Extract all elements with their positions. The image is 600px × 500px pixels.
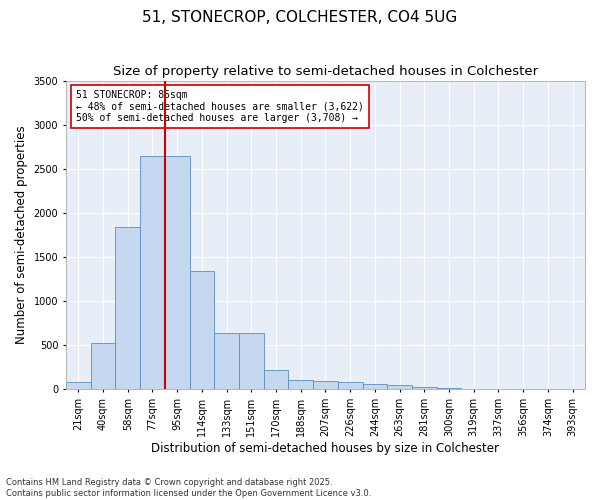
Text: Contains HM Land Registry data © Crown copyright and database right 2025.
Contai: Contains HM Land Registry data © Crown c…	[6, 478, 371, 498]
Bar	[362, 384, 387, 390]
Bar	[115, 227, 140, 390]
Bar	[165, 156, 190, 390]
Bar	[387, 386, 412, 390]
Bar	[338, 382, 362, 390]
Bar	[437, 388, 461, 390]
Bar	[412, 387, 437, 390]
Bar	[91, 342, 115, 390]
Bar	[486, 389, 511, 390]
Bar	[313, 380, 338, 390]
Bar	[190, 271, 214, 390]
X-axis label: Distribution of semi-detached houses by size in Colchester: Distribution of semi-detached houses by …	[151, 442, 499, 455]
Bar	[214, 333, 239, 390]
Bar	[289, 380, 313, 390]
Title: Size of property relative to semi-detached houses in Colchester: Size of property relative to semi-detach…	[113, 65, 538, 78]
Y-axis label: Number of semi-detached properties: Number of semi-detached properties	[15, 126, 28, 344]
Bar	[263, 370, 289, 390]
Text: 51, STONECROP, COLCHESTER, CO4 5UG: 51, STONECROP, COLCHESTER, CO4 5UG	[142, 10, 458, 25]
Bar	[461, 388, 486, 390]
Text: 51 STONECROP: 85sqm
← 48% of semi-detached houses are smaller (3,622)
50% of sem: 51 STONECROP: 85sqm ← 48% of semi-detach…	[76, 90, 364, 123]
Bar	[140, 156, 165, 390]
Bar	[239, 333, 263, 390]
Bar	[66, 382, 91, 390]
